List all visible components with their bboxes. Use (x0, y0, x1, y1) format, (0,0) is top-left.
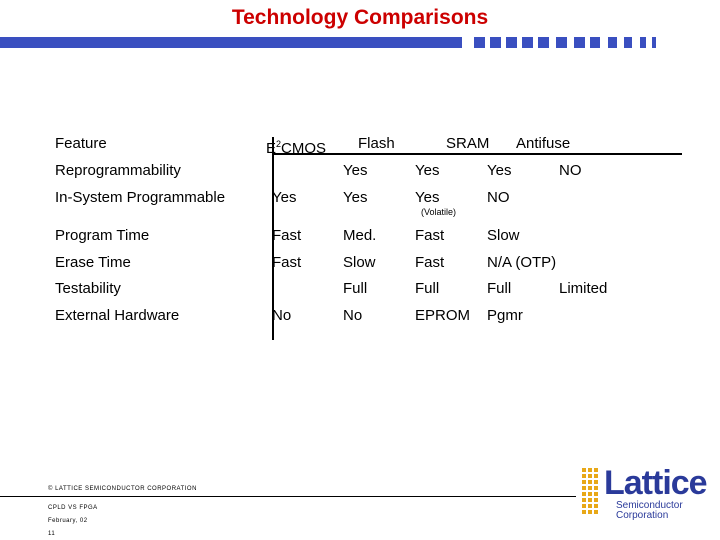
header-e2-rest: CMOS (281, 140, 327, 157)
cell-sram: Yes (415, 162, 440, 179)
cell-flash: No (343, 307, 363, 324)
cell-e2cmos: No (272, 307, 292, 324)
cell-flash: Full (343, 280, 368, 297)
bar-square (538, 37, 549, 48)
footer-copyright: © LATTICE SEMICONDUCTOR CORPORATION (48, 486, 197, 492)
header-flash: Flash (358, 135, 395, 152)
cell-sram: Fast (415, 254, 445, 271)
cell-antifuse: Full (487, 280, 512, 297)
logo-subtitle-1: Semiconductor (616, 500, 683, 511)
table-header-divider (272, 153, 682, 155)
cell-antifuse: N/A (OTP) (487, 254, 557, 271)
cell-antifuse: Pgmr (487, 307, 523, 324)
cell-extra: NO (559, 162, 582, 179)
row-label: Program Time (55, 227, 150, 244)
cell-sram: Fast (415, 227, 445, 244)
footer-topic: CPLD VS FPGA (48, 505, 98, 511)
bar-square (522, 37, 533, 48)
bar-square (574, 37, 585, 48)
row-label: External Hardware (55, 307, 180, 324)
bar-square (590, 37, 600, 48)
logo-wordmark: Lattice (604, 464, 708, 502)
cell-antifuse: Slow (487, 227, 520, 244)
bar-square (506, 37, 517, 48)
header-e2-base: E (266, 140, 277, 157)
header-antifuse: Antifuse (516, 135, 571, 152)
lattice-logo: Lattice Semiconductor Corporation (582, 464, 708, 521)
volatile-note: (Volatile) (421, 207, 457, 217)
header-feature: Feature (55, 135, 107, 152)
bar-square (640, 37, 646, 48)
row-label: Erase Time (55, 254, 131, 271)
cell-flash: Yes (343, 162, 368, 179)
row-label: Testability (55, 280, 121, 297)
cell-e2cmos: Fast (272, 227, 302, 244)
cell-flash: Slow (343, 254, 376, 271)
cell-extra: Limited (559, 280, 608, 297)
title-bar-line (0, 37, 462, 48)
header-e2cmos: E2CMOS (266, 135, 326, 158)
cell-e2cmos: Yes (272, 189, 297, 206)
bar-square (624, 37, 632, 48)
row-label: Reprogrammability (55, 162, 181, 179)
bar-square (556, 37, 567, 48)
footer-page-number: 11 (48, 531, 56, 537)
bar-square (490, 37, 501, 48)
cell-antifuse: Yes (487, 162, 512, 179)
logo-subtitle-2: Corporation (616, 510, 669, 521)
header-e2-superscript: 2 (276, 139, 282, 149)
slide-title: Technology Comparisons (231, 6, 489, 29)
cell-flash: Yes (343, 189, 368, 206)
footer-date: February, 02 (48, 518, 88, 524)
title-underline-bar (0, 37, 720, 51)
bar-square (474, 37, 485, 48)
header-sram: SRAM (446, 135, 490, 152)
bar-square (652, 37, 656, 48)
table-vertical-divider (272, 137, 274, 340)
cell-sram: Yes (415, 189, 440, 206)
cell-antifuse: NO (487, 189, 510, 206)
cell-sram: Full (415, 280, 440, 297)
row-label: In-System Programmable (55, 189, 226, 206)
logo-dot-grid-icon (582, 468, 598, 514)
cell-flash: Med. (343, 227, 377, 244)
bar-square (608, 37, 617, 48)
cell-sram: EPROM (415, 307, 471, 324)
footer-divider (0, 496, 576, 497)
cell-e2cmos: Fast (272, 254, 302, 271)
